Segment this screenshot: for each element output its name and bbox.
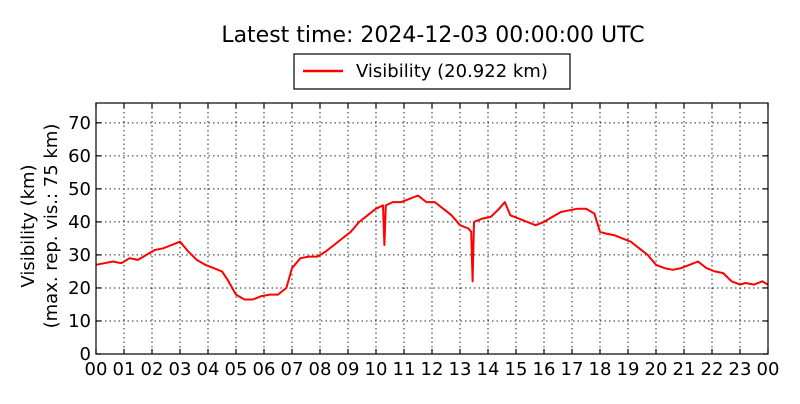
series-layer: [95, 194, 769, 301]
x-tick-label: 02: [141, 359, 164, 380]
plot-frame: [95, 102, 769, 355]
x-tick-label: 09: [337, 359, 360, 380]
y-axis-label: Visibility (km): [18, 164, 39, 287]
legend: Visibility (20.922 km): [293, 53, 571, 90]
x-tick-label: 07: [281, 359, 304, 380]
grid: [96, 103, 768, 354]
x-tick-label: 22: [701, 359, 724, 380]
x-tick-label: 20: [645, 359, 668, 380]
x-tick-label: 16: [533, 359, 556, 380]
x-tick-label: 13: [449, 359, 472, 380]
ticks: 00 01 02 03 04 05 06 07 08 09 10 11 12 13 14 15 16 17 18 19…: [68, 103, 779, 380]
x-tick-label: 11: [393, 359, 416, 380]
x-tick-label: 17: [561, 359, 584, 380]
y-tick-label: 30: [68, 245, 91, 266]
y-tick-label: 10: [68, 311, 91, 332]
x-tick-label: 15: [505, 359, 528, 380]
x-tick-label: 01: [113, 359, 136, 380]
chart-title: Latest time: 2024-12-03 00:00:00 UTC: [221, 23, 644, 48]
x-tick-label: 00: [757, 359, 780, 380]
y-tick-label: 0: [80, 344, 91, 365]
y-tick-label: 60: [68, 146, 91, 167]
y-tick-label: 50: [68, 179, 91, 200]
y-tick-label: 20: [68, 278, 91, 299]
x-tick-label: 12: [421, 359, 444, 380]
x-tick-label: 23: [729, 359, 752, 380]
x-tick-label: 19: [617, 359, 640, 380]
y-tick-label: 70: [68, 113, 91, 134]
legend-label: Visibility (20.922 km): [356, 61, 548, 82]
x-tick-label: 00: [85, 359, 108, 380]
visibility-series-line: [95, 194, 769, 301]
x-tick-label: 21: [673, 359, 696, 380]
x-tick-label: 03: [169, 359, 192, 380]
y-axis-label-secondary: (max. rep. vis.: 75 km): [41, 124, 62, 329]
x-tick-label: 06: [253, 359, 276, 380]
x-tick-label: 08: [309, 359, 332, 380]
y-tick-label: 40: [68, 212, 91, 233]
x-tick-label: 18: [589, 359, 612, 380]
x-tick-label: 04: [197, 359, 220, 380]
x-tick-label: 10: [365, 359, 388, 380]
x-tick-label: 05: [225, 359, 248, 380]
x-tick-label: 14: [477, 359, 500, 380]
